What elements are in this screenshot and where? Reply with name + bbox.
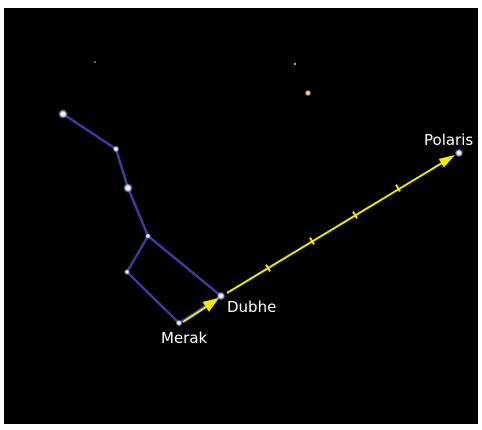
- arrow-head: [438, 155, 455, 168]
- arrow-head: [202, 298, 219, 312]
- star: [124, 269, 130, 275]
- star: [58, 109, 68, 119]
- constellation-lines: [62, 112, 223, 325]
- star: [123, 183, 133, 193]
- star: [454, 148, 464, 158]
- star: [94, 61, 96, 63]
- distance-tick: [352, 211, 358, 219]
- star: [293, 62, 297, 66]
- sky: [4, 8, 478, 424]
- stars: [58, 61, 464, 327]
- distance-tick: [265, 264, 271, 272]
- distance-tick: [395, 184, 401, 192]
- star: [304, 89, 312, 97]
- pointer-arrows: [182, 155, 455, 323]
- star: [112, 145, 120, 153]
- star: [175, 319, 183, 327]
- arrow-line: [182, 306, 207, 323]
- star-label: Polaris: [424, 131, 473, 149]
- distance-tick: [309, 237, 315, 245]
- arrow-line: [226, 162, 443, 294]
- star-label: Dubhe: [227, 298, 276, 316]
- star: [145, 233, 151, 239]
- star-label: Merak: [161, 329, 208, 347]
